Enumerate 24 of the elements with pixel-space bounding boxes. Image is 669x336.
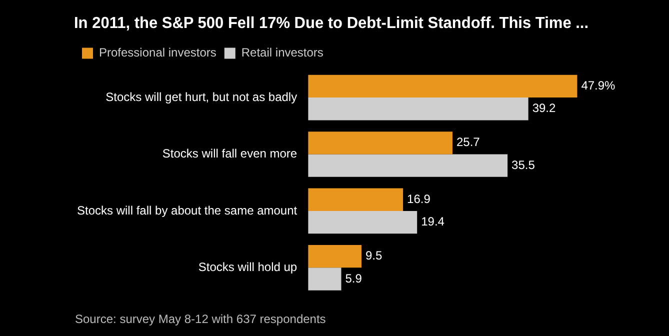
bar: [308, 188, 404, 211]
data-label: 39.2: [532, 101, 556, 116]
data-label: 35.5: [512, 158, 536, 172]
bar: [308, 132, 452, 154]
bar: [308, 74, 578, 98]
chart-title: In 2011, the S&P 500 Fell 17% Due to Debt-Limit Standoff. This Time ...: [74, 14, 589, 32]
data-label: 16.9: [407, 192, 431, 206]
y-tick-label: Stocks will get hurt, but not as badly: [106, 90, 298, 104]
bar: [308, 268, 342, 290]
bar: [308, 98, 528, 120]
data-label: 19.4: [421, 214, 445, 229]
data-label: 47.9%: [581, 78, 616, 93]
data-label: 9.5: [365, 248, 382, 263]
y-tick-label: Stocks will hold up: [198, 260, 298, 274]
bar: [308, 210, 418, 234]
legend-label: Professional investors: [99, 46, 216, 60]
legend-label: Retail investors: [241, 46, 324, 60]
bar: [308, 154, 508, 177]
data-label: 5.9: [345, 271, 362, 286]
y-tick-label: Stocks will fall by about the same amount: [77, 203, 298, 218]
bar: [308, 244, 362, 268]
data-label: 25.7: [456, 135, 480, 150]
y-tick-label: Stocks will fall even more: [162, 146, 298, 161]
source-note: Source: survey May 8-12 with 637 respondents: [75, 312, 326, 326]
